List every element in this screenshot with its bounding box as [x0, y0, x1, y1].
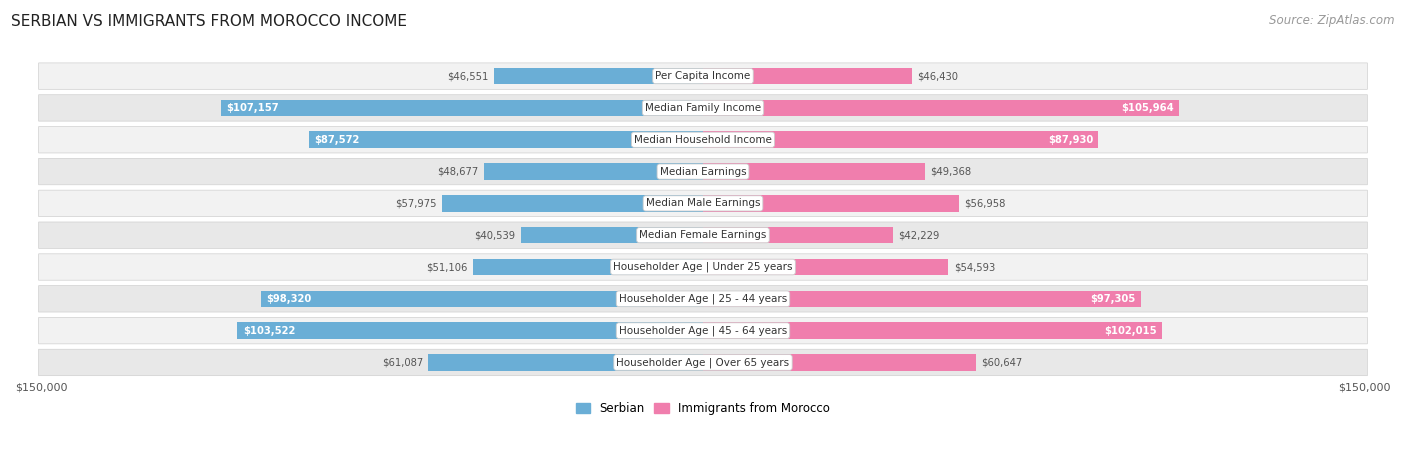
Text: $150,000: $150,000 [1339, 382, 1391, 392]
FancyBboxPatch shape [38, 63, 1368, 89]
Text: $105,964: $105,964 [1122, 103, 1174, 113]
FancyBboxPatch shape [38, 222, 1368, 248]
Text: Median Earnings: Median Earnings [659, 167, 747, 177]
Text: $49,368: $49,368 [931, 167, 972, 177]
Text: Householder Age | Over 65 years: Householder Age | Over 65 years [616, 357, 790, 368]
Bar [703, 259, 949, 275]
Text: $46,551: $46,551 [447, 71, 488, 81]
FancyBboxPatch shape [38, 286, 1368, 312]
Text: $87,930: $87,930 [1047, 135, 1092, 145]
Bar [703, 227, 893, 243]
FancyBboxPatch shape [38, 127, 1368, 153]
Text: $54,593: $54,593 [953, 262, 995, 272]
Bar [703, 354, 976, 371]
Bar [494, 68, 703, 85]
Text: $57,975: $57,975 [395, 198, 437, 208]
Text: $102,015: $102,015 [1104, 325, 1156, 336]
Bar [703, 99, 1180, 116]
Bar [474, 259, 703, 275]
Text: Median Male Earnings: Median Male Earnings [645, 198, 761, 208]
Bar [520, 227, 703, 243]
Legend: Serbian, Immigrants from Morocco: Serbian, Immigrants from Morocco [571, 397, 835, 420]
FancyBboxPatch shape [38, 158, 1368, 185]
Bar [703, 322, 1161, 339]
Text: $40,539: $40,539 [474, 230, 516, 240]
Text: $107,157: $107,157 [226, 103, 280, 113]
Text: Householder Age | Under 25 years: Householder Age | Under 25 years [613, 262, 793, 272]
Text: $98,320: $98,320 [266, 294, 312, 304]
FancyBboxPatch shape [38, 349, 1368, 375]
Bar [703, 195, 959, 212]
Text: $87,572: $87,572 [315, 135, 360, 145]
Text: $51,106: $51,106 [426, 262, 468, 272]
Bar [703, 132, 1098, 148]
Text: Householder Age | 25 - 44 years: Householder Age | 25 - 44 years [619, 294, 787, 304]
Bar [221, 99, 703, 116]
Text: Source: ZipAtlas.com: Source: ZipAtlas.com [1270, 14, 1395, 27]
FancyBboxPatch shape [38, 318, 1368, 344]
Bar [703, 163, 925, 180]
Text: Per Capita Income: Per Capita Income [655, 71, 751, 81]
Bar [443, 195, 703, 212]
Bar [703, 290, 1140, 307]
Text: $48,677: $48,677 [437, 167, 478, 177]
FancyBboxPatch shape [38, 95, 1368, 121]
FancyBboxPatch shape [38, 254, 1368, 280]
Bar [429, 354, 703, 371]
Text: Householder Age | 45 - 64 years: Householder Age | 45 - 64 years [619, 325, 787, 336]
Text: $150,000: $150,000 [15, 382, 67, 392]
Text: SERBIAN VS IMMIGRANTS FROM MOROCCO INCOME: SERBIAN VS IMMIGRANTS FROM MOROCCO INCOM… [11, 14, 408, 29]
Bar [703, 68, 911, 85]
Text: $103,522: $103,522 [243, 325, 295, 336]
Bar [238, 322, 703, 339]
Text: $60,647: $60,647 [981, 357, 1022, 368]
Text: $97,305: $97,305 [1090, 294, 1135, 304]
Bar [309, 132, 703, 148]
Text: Median Female Earnings: Median Female Earnings [640, 230, 766, 240]
Text: $42,229: $42,229 [898, 230, 939, 240]
Text: $61,087: $61,087 [381, 357, 423, 368]
Bar [484, 163, 703, 180]
Text: $56,958: $56,958 [965, 198, 1005, 208]
Bar [262, 290, 703, 307]
Text: $46,430: $46,430 [917, 71, 957, 81]
Text: Median Household Income: Median Household Income [634, 135, 772, 145]
Text: Median Family Income: Median Family Income [645, 103, 761, 113]
FancyBboxPatch shape [38, 190, 1368, 217]
